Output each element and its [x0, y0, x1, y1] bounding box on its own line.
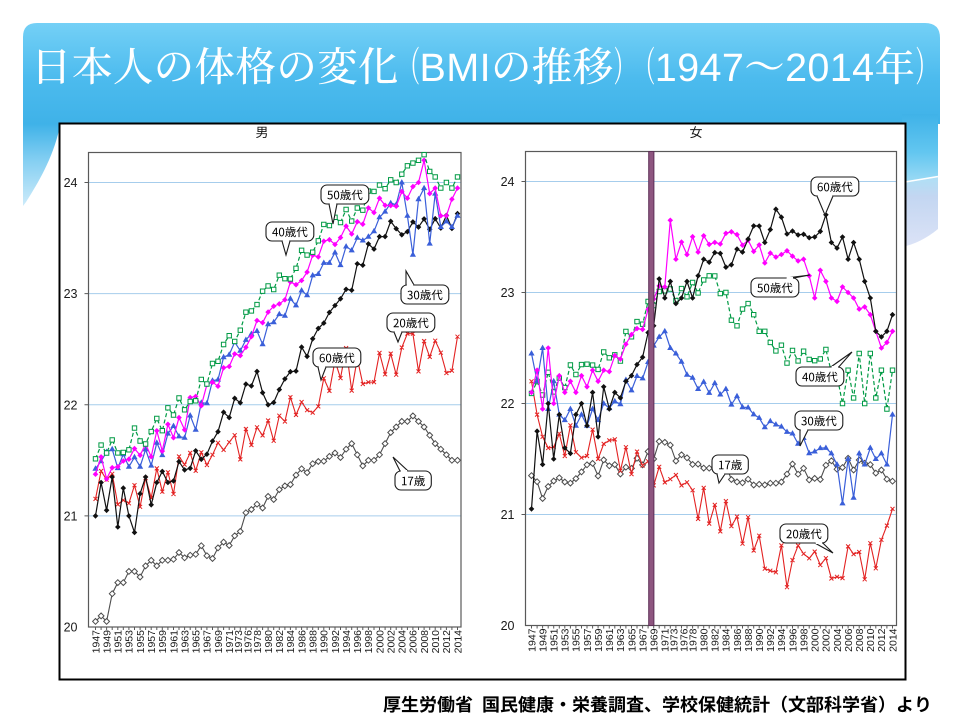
svg-text:1998: 1998 — [798, 628, 810, 652]
svg-text:1982: 1982 — [274, 630, 286, 654]
svg-text:2008: 2008 — [854, 628, 866, 652]
svg-text:1992: 1992 — [330, 630, 342, 654]
svg-text:1990: 1990 — [319, 630, 331, 654]
svg-text:1982: 1982 — [710, 628, 722, 652]
svg-text:1986: 1986 — [296, 630, 308, 654]
svg-text:1998: 1998 — [363, 630, 375, 654]
svg-text:2008: 2008 — [419, 630, 431, 654]
svg-text:1988: 1988 — [743, 628, 755, 652]
svg-text:2014: 2014 — [452, 630, 464, 654]
svg-text:1971: 1971 — [224, 630, 236, 654]
svg-text:1951: 1951 — [549, 628, 561, 652]
svg-text:24: 24 — [64, 176, 78, 190]
svg-text:1957: 1957 — [146, 630, 158, 654]
svg-text:2006: 2006 — [843, 628, 855, 652]
svg-text:2012: 2012 — [876, 628, 888, 652]
svg-text:2000: 2000 — [374, 630, 386, 654]
svg-text:1969: 1969 — [649, 628, 661, 652]
svg-text:1976: 1976 — [678, 628, 690, 652]
svg-text:2012: 2012 — [441, 630, 453, 654]
svg-text:1973: 1973 — [669, 628, 681, 652]
svg-text:1971: 1971 — [660, 628, 672, 652]
svg-text:1986: 1986 — [732, 628, 744, 652]
svg-text:1980: 1980 — [263, 630, 275, 654]
svg-text:1996: 1996 — [352, 630, 364, 654]
svg-text:1978: 1978 — [252, 630, 264, 654]
svg-text:1949: 1949 — [101, 630, 113, 654]
svg-text:2006: 2006 — [408, 630, 420, 654]
svg-text:1976: 1976 — [243, 630, 255, 654]
svg-text:1949: 1949 — [537, 628, 549, 652]
svg-text:23: 23 — [501, 286, 515, 300]
svg-text:2002: 2002 — [386, 630, 398, 654]
svg-text:1963: 1963 — [615, 628, 627, 652]
svg-text:1984: 1984 — [285, 630, 297, 654]
svg-text:1965: 1965 — [190, 630, 202, 654]
svg-text:1953: 1953 — [560, 628, 572, 652]
svg-text:24: 24 — [501, 175, 515, 189]
svg-text:1988: 1988 — [308, 630, 320, 654]
svg-text:2004: 2004 — [397, 630, 409, 654]
svg-text:2010: 2010 — [865, 628, 877, 652]
svg-text:2014: 2014 — [887, 628, 899, 652]
svg-text:1967: 1967 — [637, 628, 649, 652]
svg-text:20: 20 — [501, 619, 515, 633]
svg-text:1959: 1959 — [157, 630, 169, 654]
svg-text:20: 20 — [64, 621, 78, 635]
svg-text:1951: 1951 — [113, 630, 125, 654]
svg-text:1961: 1961 — [168, 630, 180, 654]
svg-text:1996: 1996 — [787, 628, 799, 652]
svg-text:1984: 1984 — [721, 628, 733, 652]
svg-text:1990: 1990 — [754, 628, 766, 652]
svg-text:1992: 1992 — [765, 628, 777, 652]
svg-text:2000: 2000 — [810, 628, 822, 652]
svg-text:21: 21 — [64, 509, 78, 523]
svg-text:1967: 1967 — [202, 630, 214, 654]
svg-text:22: 22 — [501, 397, 515, 411]
svg-text:2002: 2002 — [821, 628, 833, 652]
svg-text:2004: 2004 — [832, 628, 844, 652]
svg-text:21: 21 — [501, 508, 515, 522]
svg-text:1994: 1994 — [776, 628, 788, 652]
svg-text:22: 22 — [64, 398, 78, 412]
svg-text:1973: 1973 — [233, 630, 245, 654]
svg-text:1955: 1955 — [135, 630, 147, 654]
svg-text:1994: 1994 — [341, 630, 353, 654]
svg-text:1957: 1957 — [582, 628, 594, 652]
svg-text:1961: 1961 — [604, 628, 616, 652]
svg-text:1980: 1980 — [699, 628, 711, 652]
svg-text:23: 23 — [64, 287, 78, 301]
svg-text:1953: 1953 — [124, 630, 136, 654]
svg-text:1969: 1969 — [213, 630, 225, 654]
svg-text:1978: 1978 — [687, 628, 699, 652]
svg-text:1959: 1959 — [593, 628, 605, 652]
svg-text:1947: 1947 — [90, 630, 102, 654]
svg-text:2010: 2010 — [430, 630, 442, 654]
svg-text:1965: 1965 — [626, 628, 638, 652]
svg-text:1947: 1947 — [526, 628, 538, 652]
svg-text:1963: 1963 — [179, 630, 191, 654]
svg-text:1955: 1955 — [571, 628, 583, 652]
